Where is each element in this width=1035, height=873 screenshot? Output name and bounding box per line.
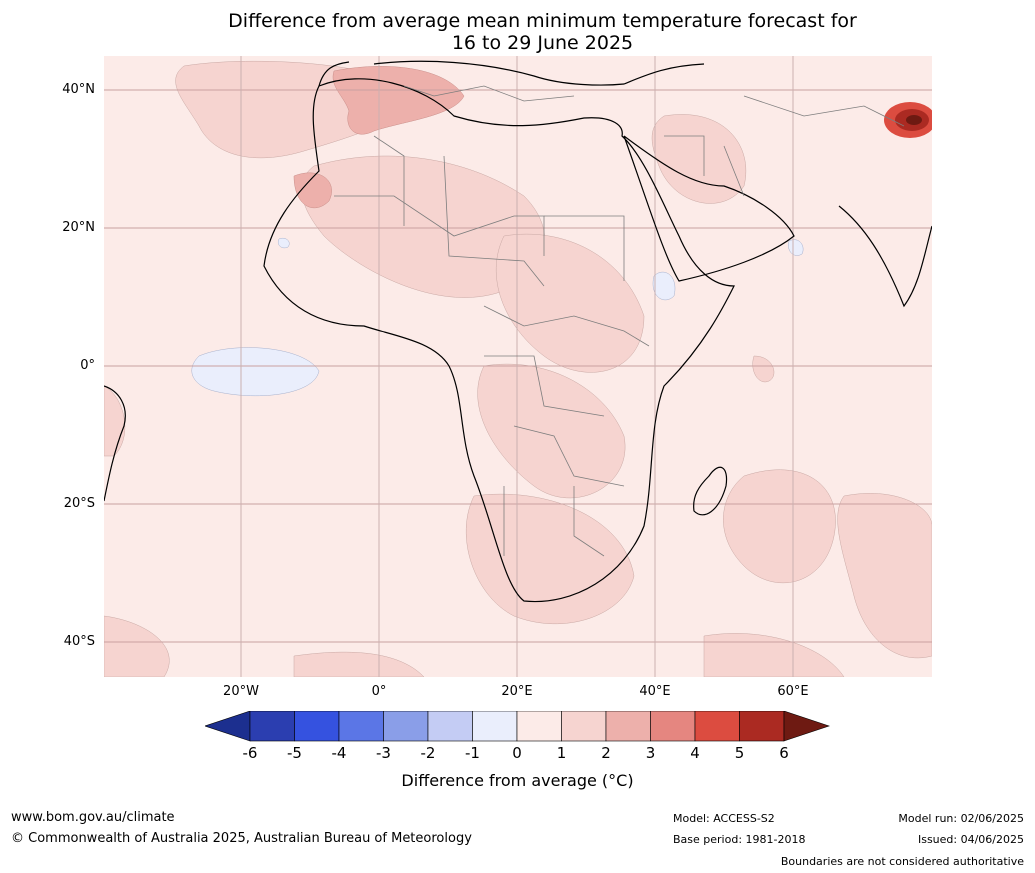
lon-label-20w: 20°W <box>223 684 259 699</box>
colorbar-segment <box>561 711 607 742</box>
colorbar-segment <box>739 711 785 742</box>
anomaly-1-2-patches <box>104 60 932 677</box>
lon-label-20e: 20°E <box>501 684 533 699</box>
lon-label-60e: 60°E <box>777 684 809 699</box>
graticule <box>104 56 932 677</box>
colorbar-tick-label: 0 <box>512 744 522 762</box>
colorbar-segment <box>294 711 340 742</box>
coastlines <box>104 60 932 603</box>
lon-label-40e: 40°E <box>639 684 671 699</box>
colorbar-segment <box>516 711 562 742</box>
model-text: Model: ACCESS-S2 <box>673 812 775 825</box>
colorbar-segment <box>427 711 473 742</box>
anomaly-negative-patches <box>191 238 804 397</box>
lat-label-20s: 20°S <box>63 496 95 511</box>
model-run-text: Model run: 02/06/2025 <box>898 812 1024 825</box>
colorbar-tick-label: 4 <box>690 744 700 762</box>
colorbar-tick-label: -3 <box>376 744 391 762</box>
colorbar-tick-label: 5 <box>734 744 745 762</box>
colorbar-segment <box>383 711 429 742</box>
colorbar-title: Difference from average (°C) <box>401 771 634 790</box>
colorbar-extend-high <box>783 711 830 742</box>
lat-label-20n: 20°N <box>62 220 95 235</box>
lon-label-0: 0° <box>371 684 387 699</box>
colorbar-segment <box>605 711 651 742</box>
issued-text: Issued: 04/06/2025 <box>917 833 1024 846</box>
colorbar-tick-label: -5 <box>287 744 302 762</box>
title-line-1: Difference from average mean minimum tem… <box>228 10 857 32</box>
colorbar <box>205 711 830 742</box>
colorbar-segment <box>694 711 740 742</box>
colorbar-segment <box>249 711 295 742</box>
colorbar-extend-low <box>205 711 251 742</box>
colorbar-tick-label: -6 <box>242 744 258 762</box>
anomaly-2-3-patches <box>293 66 465 209</box>
website-text: www.bom.gov.au/climate <box>11 810 175 825</box>
map-title: Difference from average mean minimum tem… <box>0 10 1035 54</box>
colorbar-tick-label: -1 <box>465 744 480 762</box>
disclaimer-text: Boundaries are not considered authoritat… <box>780 855 1024 868</box>
country-borders <box>334 85 905 557</box>
colorbar-tick-label: 3 <box>645 744 656 762</box>
title-line-2: 16 to 29 June 2025 <box>451 32 634 54</box>
lat-label-40n: 40°N <box>62 82 95 97</box>
colorbar-tick-label: -2 <box>420 744 436 762</box>
base-period-text: Base period: 1981-2018 <box>673 833 806 846</box>
lat-label-0: 0° <box>80 358 95 373</box>
colorbar-tick-label: 1 <box>556 744 567 762</box>
copyright-text: © Commonwealth of Australia 2025, Austra… <box>11 831 472 846</box>
colorbar-segment <box>650 711 696 742</box>
lat-label-40s: 40°S <box>63 634 95 649</box>
colorbar-tick-label: 2 <box>601 744 611 762</box>
colorbar-tick-label: -4 <box>331 744 347 762</box>
colorbar-tick-label: 6 <box>779 744 789 762</box>
colorbar-segment <box>338 711 384 742</box>
colorbar-segment <box>472 711 518 742</box>
forecast-map <box>104 56 932 677</box>
